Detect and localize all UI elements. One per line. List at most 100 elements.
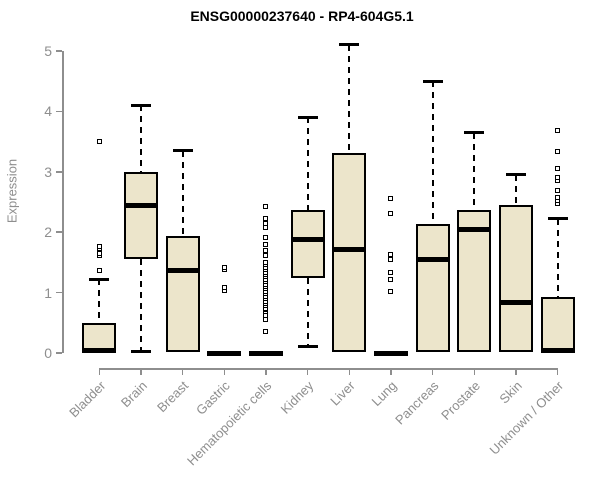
lower-whisker: [306, 278, 309, 347]
x-axis-tick-label: Kidney: [277, 378, 317, 417]
x-axis-tick-label: Breast: [154, 378, 192, 416]
x-axis-tick-label: Liver: [327, 378, 358, 409]
outlier-point: [388, 210, 394, 216]
upper-whisker: [139, 105, 142, 172]
upper-whisker-cap: [339, 43, 360, 47]
y-axis-tick-label: 0: [44, 345, 52, 361]
median-line: [290, 236, 325, 242]
y-axis-tick: [56, 50, 62, 52]
x-axis-tick-label: Bladder: [65, 378, 108, 421]
x-axis-tick: [390, 369, 392, 375]
x-axis-tick: [431, 369, 434, 375]
outlier-point: [388, 270, 394, 276]
outlier-point: [555, 195, 561, 201]
y-axis-tick-label: 3: [44, 163, 52, 180]
median-line: [248, 350, 283, 356]
box: [415, 224, 450, 352]
y-axis-tick: [56, 171, 62, 173]
y-axis-tick: [56, 231, 62, 233]
median-line: [540, 348, 575, 354]
upper-whisker: [98, 279, 101, 323]
outlier-point: [263, 235, 269, 241]
outlier-point: [263, 253, 269, 259]
box: [332, 153, 367, 352]
upper-whisker-cap: [422, 79, 443, 83]
outlier-point: [388, 252, 394, 258]
x-axis-tick-label: Skin: [496, 378, 525, 407]
median-line: [499, 300, 533, 306]
outlier-point: [555, 174, 561, 180]
y-axis-tick-label: 5: [44, 43, 52, 59]
y-axis-line: [62, 51, 64, 353]
y-axis-tick: [56, 291, 62, 294]
outlier-point: [96, 267, 102, 273]
chart-title: ENSG00000237640 - RP4-604G5.1: [190, 8, 414, 24]
x-axis-line: [99, 368, 558, 370]
outlier-point: [96, 250, 102, 256]
outlier-point: [96, 139, 102, 145]
upper-whisker: [515, 174, 517, 205]
x-axis-tick: [515, 369, 517, 375]
y-axis-tick-label: 4: [44, 103, 52, 120]
x-axis-tick: [556, 369, 559, 375]
median-line: [457, 227, 492, 233]
y-axis-tick-label: 2: [44, 224, 52, 241]
outlier-point: [96, 243, 102, 249]
x-axis-tick: [98, 369, 101, 375]
box: [540, 297, 575, 353]
outlier-point: [388, 276, 394, 282]
outlier-point: [555, 188, 561, 194]
x-axis-tick-label: Pancreas: [391, 378, 442, 428]
upper-whisker-cap: [506, 173, 526, 177]
y-axis-tick-label: 1: [44, 284, 52, 301]
upper-whisker: [556, 218, 559, 298]
y-axis-tick: [56, 110, 62, 113]
upper-whisker-cap: [130, 103, 151, 107]
median-line: [165, 268, 200, 274]
outlier-point: [263, 204, 269, 210]
box: [290, 210, 325, 279]
median-line: [373, 350, 408, 356]
lower-whisker: [139, 258, 142, 352]
median-line: [415, 256, 450, 262]
lower-whisker-cap: [297, 345, 318, 349]
outlier-point: [221, 264, 227, 270]
median-line: [82, 348, 117, 354]
outlier-point: [263, 259, 269, 265]
median-line: [207, 350, 242, 356]
outlier-point: [555, 127, 561, 133]
upper-whisker-cap: [172, 149, 193, 153]
outlier-point: [263, 247, 269, 253]
x-axis-tick-label: Lung: [368, 378, 400, 410]
upper-whisker-cap: [297, 115, 318, 119]
upper-whisker-cap: [89, 277, 110, 281]
median-line: [123, 203, 158, 209]
x-axis-tick: [306, 369, 309, 375]
upper-whisker: [431, 81, 434, 225]
upper-whisker: [473, 132, 476, 210]
x-axis-tick: [348, 369, 351, 375]
x-axis-tick-label: Unknown / Other: [486, 378, 567, 458]
upper-whisker: [306, 117, 309, 211]
lower-whisker-cap: [130, 350, 151, 354]
median-line: [332, 247, 367, 253]
upper-whisker: [181, 150, 184, 236]
box: [499, 205, 533, 352]
x-axis-tick: [181, 369, 184, 375]
box: [457, 209, 492, 352]
box: [165, 235, 200, 352]
outlier-point: [263, 242, 269, 248]
outlier-point: [388, 256, 394, 262]
y-axis-tick: [56, 352, 62, 354]
x-axis-tick: [140, 369, 142, 375]
outlier-point: [263, 328, 269, 334]
x-axis-tick-label: Gastric: [193, 378, 233, 418]
x-axis-tick: [223, 369, 226, 375]
outlier-point: [388, 288, 394, 294]
outlier-point: [555, 166, 561, 172]
outlier-point: [388, 195, 394, 201]
outlier-point: [263, 216, 269, 222]
outlier-point: [555, 149, 561, 155]
